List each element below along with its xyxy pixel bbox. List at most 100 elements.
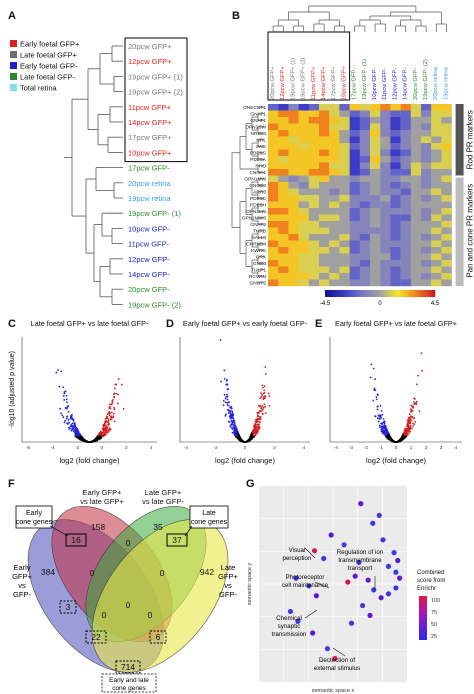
volcano-d-point <box>261 386 264 389</box>
heatmap-cell <box>431 247 442 254</box>
heatmap-cell <box>370 214 381 222</box>
volcano-e-point <box>377 405 379 408</box>
volcano-c-point <box>76 436 79 439</box>
volcano-d-point <box>258 410 261 412</box>
legend-label: Early foetal GFP+ <box>20 40 80 49</box>
volcano-d-point <box>227 411 230 414</box>
heatmap-cell <box>268 175 279 183</box>
heatmap-cell <box>431 143 442 150</box>
volcano-c-point <box>76 428 79 430</box>
heatmap-cell <box>298 156 309 163</box>
heatmap-cell <box>421 234 432 241</box>
heatmap-cell <box>268 123 279 131</box>
scale-segment <box>370 290 373 297</box>
heatmap-cell <box>308 104 320 111</box>
volcano-e-xtick: 2 <box>425 445 428 450</box>
go-annotation: transport <box>348 565 373 572</box>
heatmap-cell <box>380 117 391 124</box>
volcano-c-point <box>105 419 107 422</box>
heatmap-cell <box>268 266 279 274</box>
late-cone-label: Late <box>202 510 216 517</box>
volcano-c-point <box>110 411 113 414</box>
volcano-d-point <box>262 406 265 409</box>
heatmap-cell <box>308 273 320 280</box>
heatmap-cell <box>359 182 371 189</box>
column-label: 20pcw retina <box>433 66 439 100</box>
volcano-c-point <box>72 418 75 421</box>
heatmap-cell <box>319 201 330 209</box>
volcano-d-point <box>226 398 229 401</box>
heatmap-cell <box>339 123 350 131</box>
go-term-point <box>393 569 399 575</box>
heatmap-cell <box>380 227 391 235</box>
heatmap-cell <box>278 130 289 137</box>
volcano-e-point <box>382 421 385 424</box>
volcano-d-point <box>246 440 249 443</box>
scale-segment <box>382 290 386 297</box>
heatmap-cell <box>390 169 401 176</box>
go-term-point <box>341 542 347 548</box>
volcano-c-point <box>74 433 77 436</box>
volcano-e-xtick: 0 <box>395 445 398 450</box>
heatmap-cell <box>380 279 391 287</box>
heatmap-cell <box>278 136 289 144</box>
go-legend-tick: 50 <box>431 622 437 628</box>
volcano-c-point <box>65 401 68 404</box>
early-cone-box <box>65 533 87 547</box>
scale-segment <box>377 290 381 297</box>
volcano-e-point <box>384 425 387 427</box>
volcano-c-point <box>112 416 115 419</box>
heatmap-cell <box>410 123 422 131</box>
go-term-point <box>293 575 299 581</box>
scale-segment <box>365 290 368 297</box>
volcano-d-xtick: 4 <box>303 445 306 450</box>
heatmap-cell <box>268 188 279 196</box>
sample-label: 12pcw GFP- <box>128 255 170 264</box>
volcano-e-point <box>380 425 383 428</box>
volcano-c-point <box>106 413 109 416</box>
gene-label: GNB3 <box>253 261 266 267</box>
heatmap-cell <box>441 123 452 131</box>
gene-label: NR2E3 <box>251 131 267 137</box>
column-label: 19pcw GFP- (1) <box>362 59 368 100</box>
heatmap-cell <box>298 175 309 183</box>
heatmap-cell <box>298 208 309 215</box>
volcano-c-point <box>63 399 66 401</box>
go-annotation: Chemical <box>276 615 302 622</box>
heatmap-cell <box>410 104 422 111</box>
volcano-d-point <box>241 440 244 443</box>
heatmap-cell <box>349 149 360 157</box>
volcano-d-point <box>234 432 237 434</box>
volcano-e-point <box>416 400 418 403</box>
heatmap-cell <box>329 214 340 222</box>
volcano-d-point <box>230 405 233 408</box>
heatmap-cell <box>441 234 452 241</box>
volcano-d-point <box>224 414 227 417</box>
volcano-d-point <box>253 428 255 431</box>
volcano-d-point <box>260 392 262 394</box>
volcano-d-point <box>254 433 257 436</box>
gene-label: NRL <box>256 138 266 144</box>
annotation-leader <box>314 581 330 589</box>
heatmap-cell <box>421 110 432 118</box>
heatmap-cell <box>329 104 340 111</box>
heatmap-cell <box>308 149 320 157</box>
volcano-d-point <box>253 434 256 437</box>
heatmap-cell <box>431 208 442 215</box>
volcano-d-point <box>232 431 235 434</box>
heatmap-cell <box>278 260 289 267</box>
go-term-point <box>348 620 355 626</box>
heatmap-cell <box>390 279 401 287</box>
heatmap-cell <box>268 201 279 209</box>
heatmap-cell <box>319 240 330 248</box>
heatmap-cell <box>298 227 309 235</box>
volcano-e-point <box>406 421 409 424</box>
heatmap-cell <box>421 201 432 209</box>
heatmap-cell <box>441 149 452 157</box>
heatmap-cell <box>390 130 401 137</box>
scale-segment <box>410 290 413 297</box>
volcano-c-point <box>55 371 58 374</box>
heatmap-cell <box>390 117 401 124</box>
volcano-e-point <box>408 428 410 431</box>
gene-label: OPN1SW <box>245 125 266 131</box>
